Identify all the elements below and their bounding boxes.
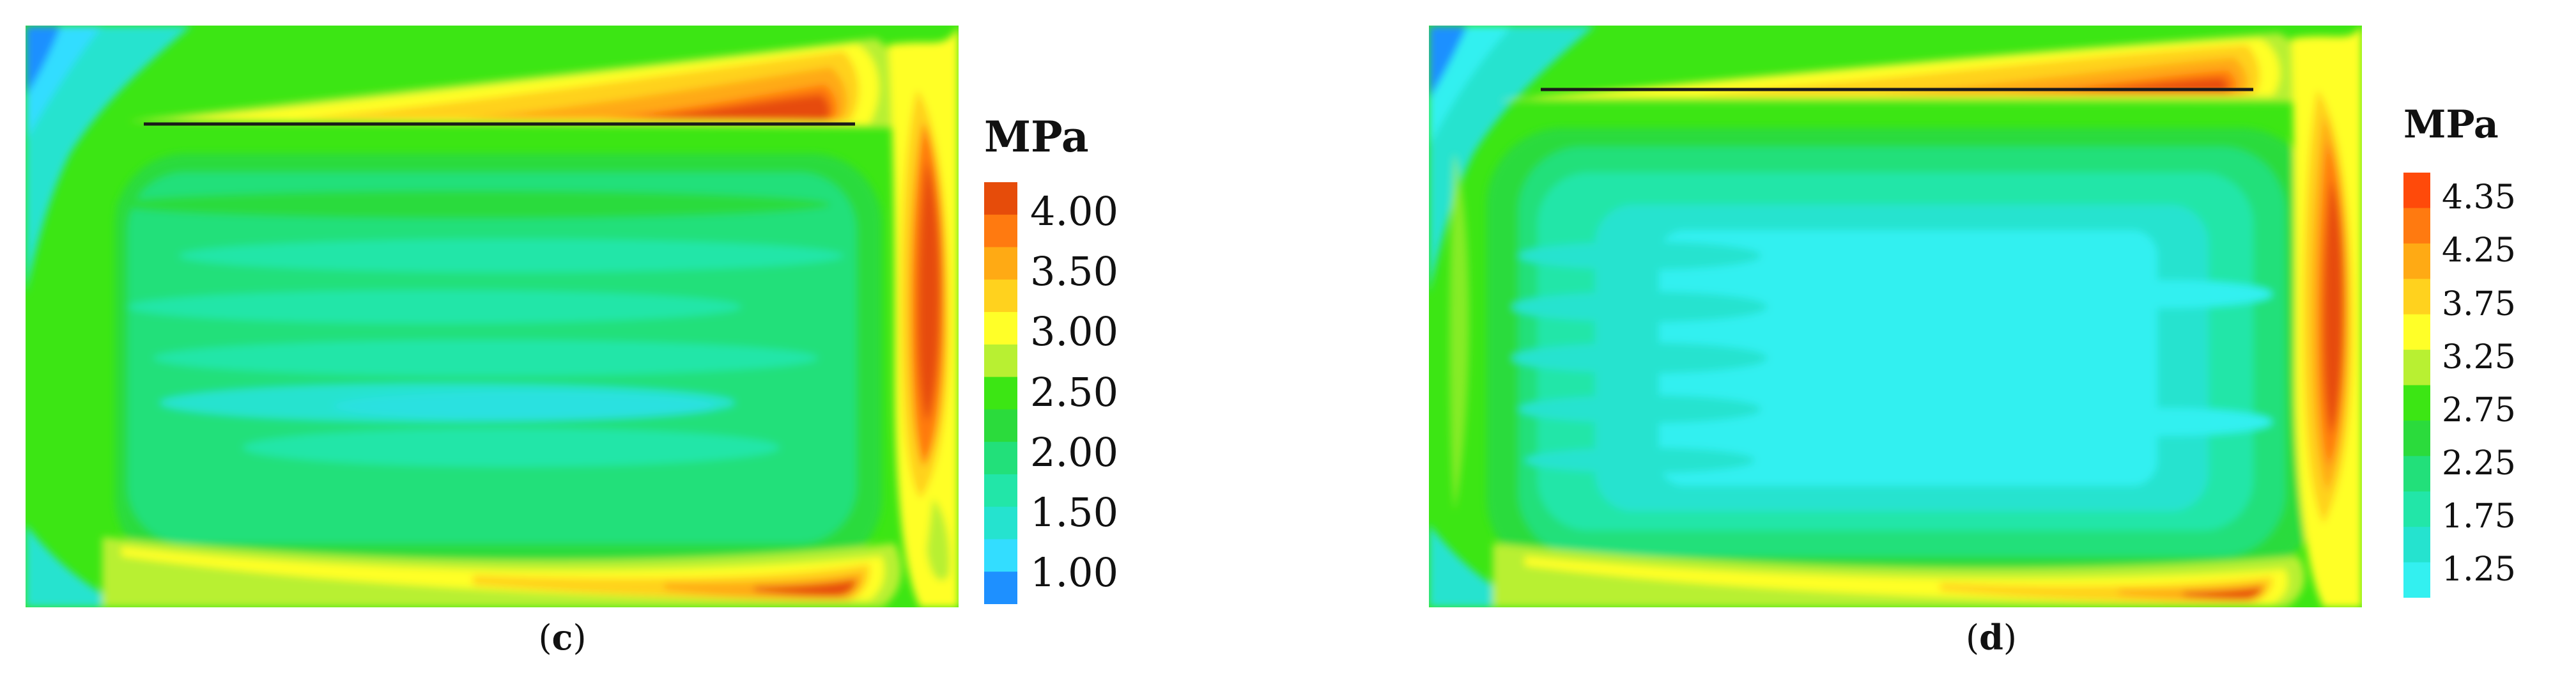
contour-panel-c: MPa 4.00 3.50 3.00 2.50 2.00 1.50 1.00 (c) [26,26,1119,658]
colorbar-swatch [984,377,1017,410]
colorbar-swatch [2403,420,2430,456]
colorbar-swatch [2403,456,2430,492]
stress-contour-plot-c [26,26,959,607]
colorbar-tick-label: 1.00 [1030,549,1119,596]
colorbar-swatch [984,474,1017,508]
stress-contour-plot-d [1429,26,2362,607]
colorbar-swatch [984,312,1017,345]
colorbar-unit-c: MPa [984,112,1089,162]
colorbar-swatch [2403,279,2430,315]
colorbar-tick-label: 2.75 [2442,391,2516,430]
colorbar-swatch [984,572,1017,605]
colorbar-unit-d: MPa [2403,102,2499,147]
colorbar-swatch [2403,173,2430,209]
colorbar-swatch [2403,243,2430,279]
colorbar-tick-label: 4.25 [2442,231,2516,270]
colorbar-swatch [984,442,1017,475]
colorbar-swatch [984,409,1017,442]
colorbar-tick-label: 2.25 [2442,444,2516,483]
colorbar-tick-label: 3.75 [2442,284,2516,323]
colorbar-swatch [984,539,1017,572]
colorbar-tick-label: 4.35 [2442,178,2516,217]
colorbar-d [2403,173,2430,598]
colorbar-swatch [2403,562,2430,598]
colorbar-tick-label: 3.50 [1030,248,1119,295]
colorbar-tick-label: 1.50 [1030,489,1119,536]
colorbar-swatch [984,279,1017,313]
colorbar-swatch [984,344,1017,378]
colorbar-swatch [2403,314,2430,350]
colorbar-swatch [984,214,1017,248]
colorbar-swatch [984,182,1017,215]
colorbar-tick-label: 3.25 [2442,338,2516,377]
colorbar-tick-label: 3.00 [1030,308,1119,355]
colorbar-swatch [984,247,1017,280]
colorbar-swatch [2403,350,2430,386]
colorbar-tick-label: 2.00 [1030,428,1119,476]
colorbar-tick-label: 4.00 [1030,187,1119,235]
colorbar-tick-label: 1.25 [2442,550,2516,589]
colorbar-swatch [2403,491,2430,527]
contour-panel-d: MPa 4.35 4.25 3.75 3.25 2.75 2.25 1.75 1.25 (d) [1288,0,2576,677]
panel-caption-d: (d) [1966,617,2017,658]
colorbar-c [984,182,1017,605]
colorbar-tick-label: 1.75 [2442,497,2516,536]
colorbar-swatch [984,506,1017,540]
colorbar-swatch [2403,208,2430,244]
colorbar-swatches-d [2403,173,2430,598]
colorbar-swatch [2403,527,2430,563]
colorbar-swatches-c [984,182,1017,605]
panel-caption-c: (c) [538,617,587,658]
colorbar-swatch [2403,385,2430,421]
colorbar-tick-label: 2.50 [1030,368,1119,416]
